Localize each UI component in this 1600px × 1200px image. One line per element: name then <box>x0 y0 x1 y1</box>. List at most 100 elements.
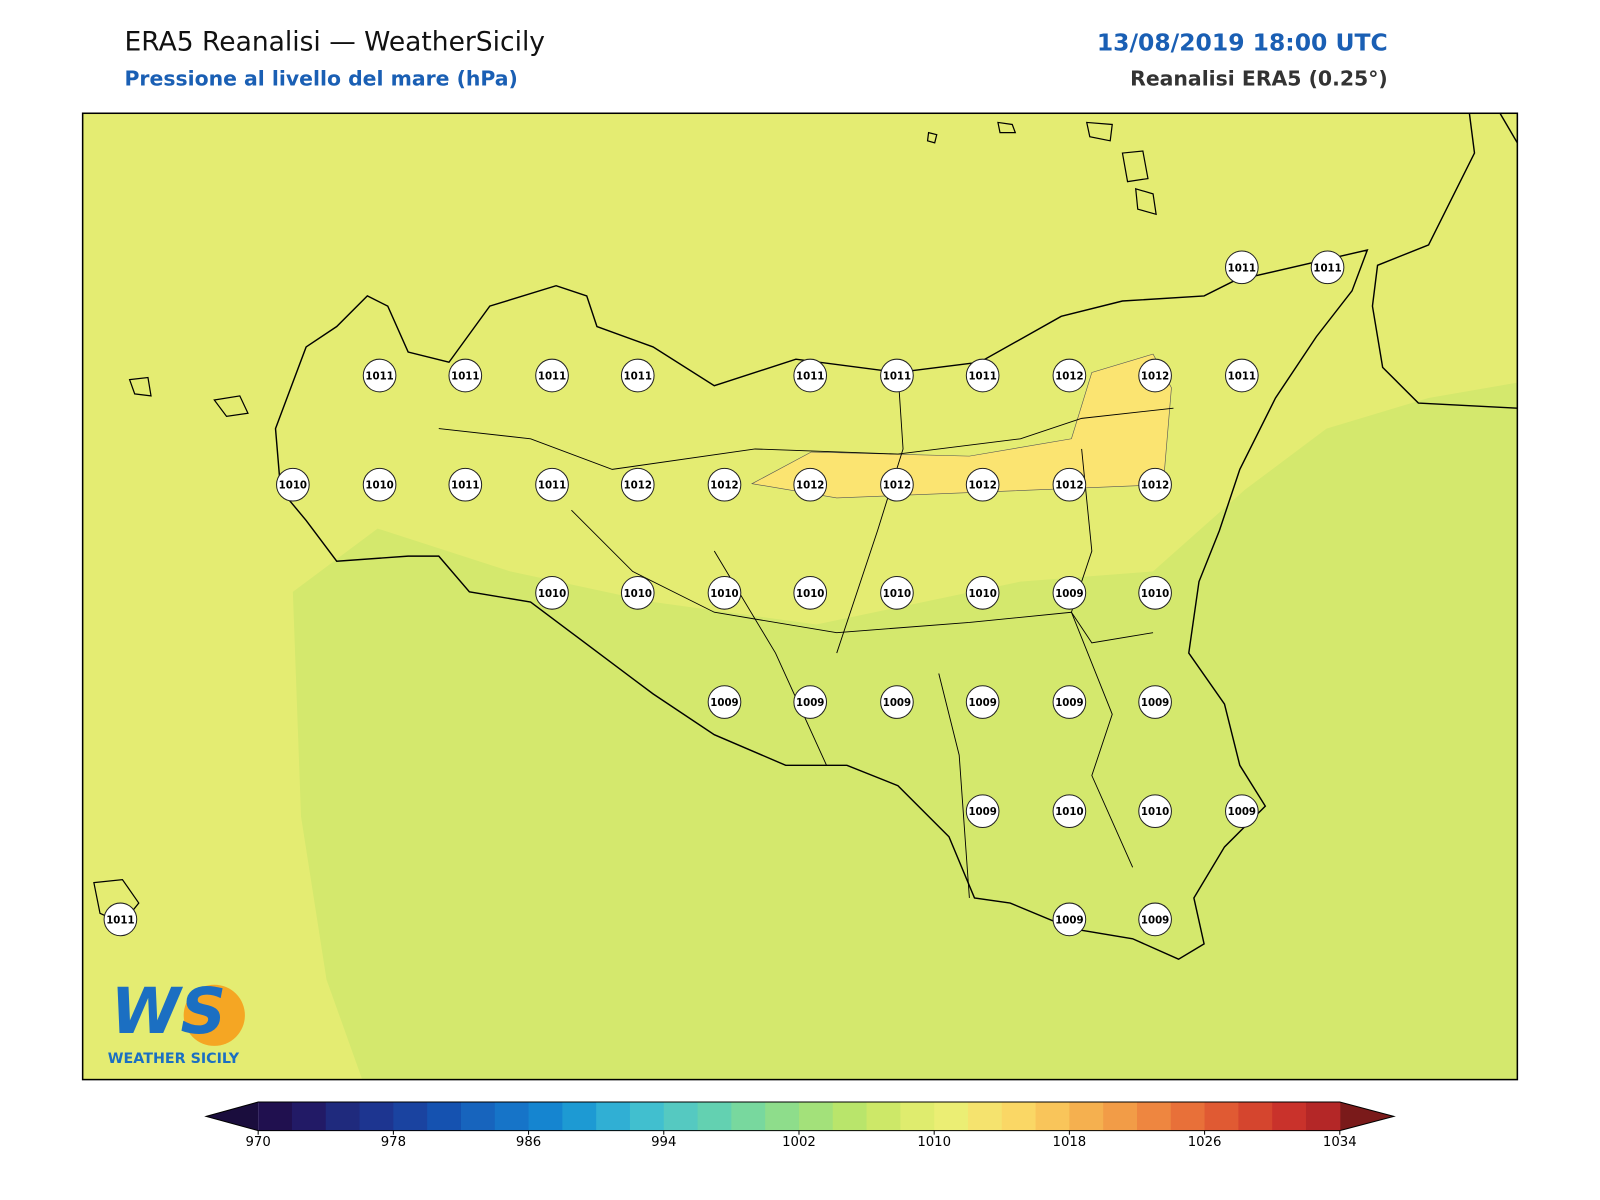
station-marker <box>1052 685 1087 719</box>
station-value: 1009 <box>710 698 738 709</box>
station-value: 1011 <box>883 372 911 383</box>
island <box>1121 150 1149 183</box>
station-marker <box>1138 685 1172 719</box>
station-marker <box>362 358 397 393</box>
station-marker <box>1138 794 1172 829</box>
colorbar-segment <box>1001 1102 1037 1131</box>
logo-caption: WEATHER SICILY <box>108 1051 240 1067</box>
station-marker <box>535 358 569 393</box>
map: 1011 1011 1011 1011 1011 1011 1011 1011 1011 1012… <box>82 113 1518 1080</box>
colorbar-segment <box>934 1102 969 1131</box>
station-value: 1012 <box>1055 481 1083 492</box>
station-value: 1010 <box>365 481 393 492</box>
station-value: 1011 <box>451 481 479 492</box>
station-value: 1009 <box>968 807 996 818</box>
station-value: 1009 <box>1141 698 1169 709</box>
colorbar-segment <box>1238 1102 1273 1131</box>
station-marker <box>965 685 1000 719</box>
island <box>213 395 249 417</box>
station-value: 1009 <box>1141 915 1169 926</box>
colorbar-segment <box>596 1102 631 1131</box>
station-value: 1009 <box>796 698 824 709</box>
station-value: 1011 <box>365 372 393 383</box>
colorbar-segment <box>258 1102 293 1131</box>
station-marker <box>793 358 828 393</box>
field-low <box>292 382 1518 1080</box>
datetime: 13/08/2019 18:00 UTC <box>1097 28 1388 56</box>
station-marker <box>707 576 742 610</box>
colorbar-tick-label: 970 <box>246 1135 271 1150</box>
station-value: 1011 <box>451 372 479 383</box>
station-value: 1010 <box>279 481 307 492</box>
colorbar-tick-label: 978 <box>381 1135 406 1150</box>
province-border <box>571 509 1154 644</box>
colorbar-segment <box>900 1102 935 1131</box>
logo-mark: WS <box>111 974 226 1048</box>
colorbar-segment <box>528 1102 563 1131</box>
colorbar-tick-label: 1034 <box>1323 1135 1357 1150</box>
station-value: 1011 <box>1228 372 1256 383</box>
colorbar-segment <box>1035 1102 1070 1131</box>
station-marker <box>276 467 310 502</box>
station-value: 1011 <box>1228 263 1256 274</box>
station-value: 1012 <box>1055 372 1083 383</box>
station-marker <box>793 685 828 719</box>
colorbar-segment <box>325 1102 361 1131</box>
colorbar-segment <box>359 1102 394 1131</box>
colorbar-under <box>206 1102 259 1131</box>
colorbar-segment <box>562 1102 597 1131</box>
station-value: 1011 <box>106 915 134 926</box>
coastline-calabria-top <box>1499 113 1518 144</box>
colorbar: 970 978 986 994 1002 1010 1018 1026 1034 <box>204 1101 1396 1150</box>
colorbar-segment <box>629 1102 665 1131</box>
station-value: 1010 <box>710 589 738 600</box>
station-value: 1011 <box>796 372 824 383</box>
island <box>926 131 938 144</box>
colorbar-segment <box>1204 1102 1239 1131</box>
colorbar-over <box>1339 1102 1394 1131</box>
station-marker <box>707 685 742 719</box>
station-marker <box>965 467 1000 502</box>
station-value: 1010 <box>538 589 566 600</box>
station-marker <box>1052 794 1087 829</box>
station-value: 1010 <box>1141 589 1169 600</box>
station-marker <box>620 467 655 502</box>
station-marker <box>535 467 569 502</box>
station-marker <box>620 576 655 610</box>
station-marker <box>793 576 828 610</box>
station-marker <box>965 358 1000 393</box>
station-value: 1012 <box>968 481 996 492</box>
station-value: 1009 <box>1055 915 1083 926</box>
coastline <box>274 249 1369 960</box>
station-value: 1012 <box>1141 372 1169 383</box>
station-value: 1009 <box>883 698 911 709</box>
colorbar-tick-label: 1026 <box>1188 1135 1222 1150</box>
colorbar-segment <box>663 1102 699 1131</box>
colorbar-segment <box>1272 1102 1307 1131</box>
station-value: 1010 <box>1141 807 1169 818</box>
station-marker <box>448 358 483 393</box>
colorbar-segment <box>967 1102 1003 1131</box>
station-marker <box>620 358 655 393</box>
station-value: 1011 <box>1313 263 1341 274</box>
colorbar-segment <box>866 1102 901 1131</box>
station-value: 1011 <box>538 372 566 383</box>
station-value: 1011 <box>624 372 652 383</box>
station-value: 1012 <box>883 481 911 492</box>
station-value: 1012 <box>1141 481 1169 492</box>
colorbar-tick-label: 986 <box>516 1135 541 1150</box>
logo: WS WEATHER SICILY <box>108 974 245 1067</box>
province-border <box>438 407 1174 470</box>
subtitle: Pressione al livello del mare (hPa) <box>124 67 517 91</box>
station-value: 1012 <box>624 481 652 492</box>
colorbar-segment <box>460 1102 496 1131</box>
station-marker <box>965 576 1000 610</box>
station-value: 1010 <box>624 589 652 600</box>
logo-sun <box>183 984 245 1046</box>
station-value: 1012 <box>710 481 738 492</box>
colorbar-segment <box>291 1102 327 1131</box>
station-marker <box>880 358 914 393</box>
colorbar-segment <box>1136 1102 1172 1131</box>
station-value: 1010 <box>1055 807 1083 818</box>
